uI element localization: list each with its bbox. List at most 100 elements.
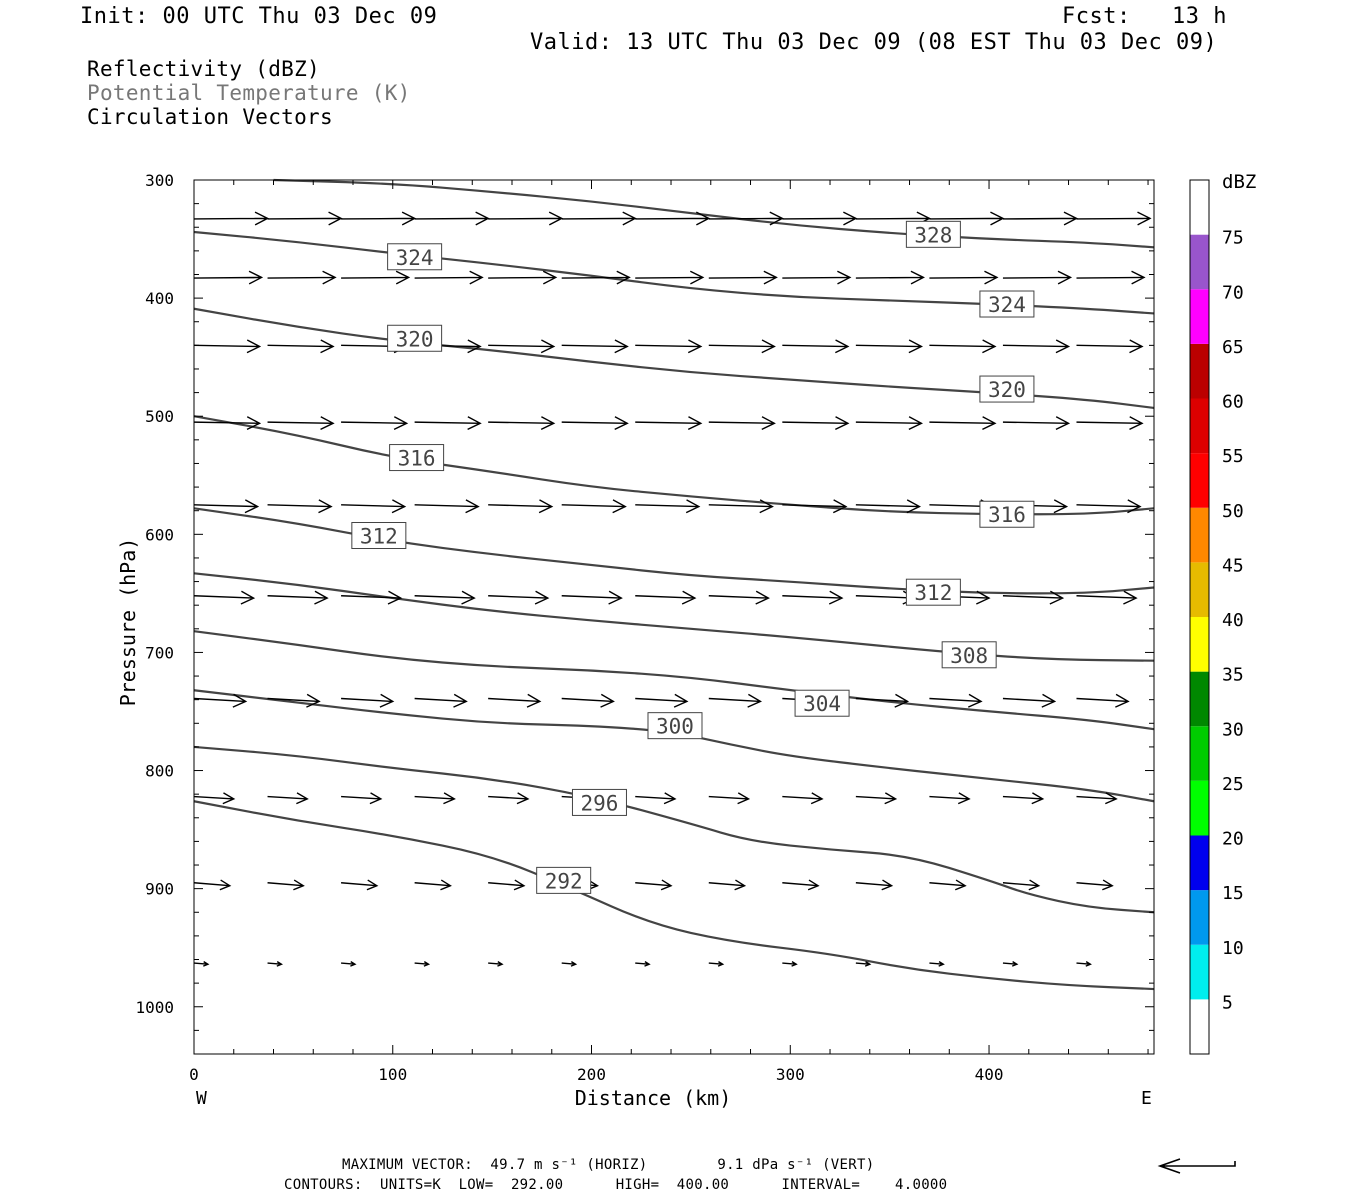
axes: 300 400 500 600 700 800 900 1000 0 100 200 300 400 W E… (116, 171, 1155, 1110)
vector-arrow (414, 270, 484, 285)
vector-arrow (561, 211, 637, 226)
vector-arrow (1076, 339, 1144, 354)
colorbar-label: dBZ (1222, 171, 1256, 193)
colorbar-tick-label: 40 (1222, 610, 1244, 631)
vector-arrow (1002, 416, 1071, 431)
colorbar-tick-label: 10 (1222, 938, 1244, 959)
vector-arrow (1076, 211, 1152, 226)
colorbar-bin-55-60 (1190, 398, 1209, 454)
colorbar-tick-label: 30 (1222, 719, 1244, 740)
vector-arrow (414, 499, 480, 514)
vector-arrow (708, 270, 778, 285)
colorbar-tick-label: 60 (1222, 392, 1244, 413)
vector-arrow (1002, 270, 1073, 285)
contour-label-box (979, 500, 1035, 528)
vector-arrow (1076, 416, 1144, 431)
vector-arrow (341, 693, 395, 708)
vector-arrow (193, 590, 256, 605)
isentrope-292 (193, 800, 1155, 991)
colorbar-bin-40-45 (1190, 562, 1209, 617)
vector-arrow (193, 879, 232, 891)
vector-arrow (1002, 879, 1041, 891)
x-end-label-west: W (196, 1088, 207, 1109)
vector-arrow (341, 211, 417, 226)
vector-arrow (193, 270, 264, 285)
vector-arrow (782, 792, 824, 805)
vector-arrow (635, 693, 689, 708)
vector-arrow (1076, 270, 1146, 285)
y-tick-label: 600 (145, 525, 174, 544)
contour-label-308: 308 (950, 644, 988, 668)
isentrope-316 (193, 415, 1155, 516)
plot-frame (193, 179, 1155, 1055)
colorbar-bin-35-40 (1190, 617, 1209, 672)
vector-arrow (929, 416, 997, 431)
isentrope-308 (193, 572, 1155, 662)
colorbar-tick-label: 35 (1222, 665, 1244, 686)
contour-label-324: 324 (988, 293, 1026, 317)
contour-label-box (389, 444, 445, 472)
vector-arrow (708, 499, 774, 514)
vector-arrow (488, 590, 550, 605)
vector-arrow (193, 416, 262, 431)
contour-label-box (571, 788, 627, 816)
vector-arrow (193, 693, 248, 708)
colorbar-tick-label: 65 (1222, 337, 1244, 358)
colorbar-bin-65-70 (1190, 289, 1209, 344)
vector-arrow (267, 416, 335, 431)
vector-arrow (1076, 693, 1130, 708)
contour-label-box (387, 324, 443, 352)
vector-arrow (1002, 211, 1079, 226)
contour-label-box (351, 522, 407, 550)
vector-arrow (341, 961, 357, 967)
colorbar-bin-60-65 (1190, 343, 1209, 399)
contour-label-box (647, 712, 703, 740)
vector-arrow (267, 339, 335, 354)
colorbar-bin-5-10 (1190, 944, 1209, 1000)
vector-arrow (561, 693, 615, 708)
colorbar-bin-20-25 (1190, 780, 1209, 836)
vector-arrow (341, 590, 403, 605)
valid-time: Valid: 13 UTC Thu 03 Dec 09 (08 EST Thu … (530, 30, 1218, 55)
vector-arrow (929, 693, 983, 708)
vector-arrow (782, 499, 848, 514)
y-tick-label: 1000 (135, 998, 174, 1017)
contour-label-box (794, 689, 850, 717)
vector-arrow (561, 270, 631, 285)
colorbar-tick-label: 15 (1222, 883, 1244, 904)
vector-arrow (635, 792, 677, 805)
vector-arrow (488, 961, 504, 967)
x-axis-label: Distance (km) (575, 1086, 732, 1110)
contours-note: CONTOURS: UNITS=K LOW= 292.00 HIGH= 400.… (284, 1177, 948, 1193)
vector-arrow (414, 792, 456, 805)
vector-arrow (855, 270, 925, 285)
vector-arrow (193, 961, 210, 967)
x-tick-label: 300 (776, 1065, 805, 1084)
vector-arrow (341, 270, 411, 285)
vector-arrow (488, 693, 542, 708)
vector-arrow (193, 211, 270, 226)
vector-arrow (855, 339, 923, 354)
vector-arrow (1076, 961, 1092, 967)
isentrope-312 (193, 507, 1155, 595)
colorbar-bin-10-15 (1190, 890, 1209, 945)
vector-arrow (782, 590, 844, 605)
vector-arrow (855, 499, 922, 514)
contour-label-304: 304 (803, 692, 841, 716)
vector-arrow (341, 499, 407, 514)
contour-label-296: 296 (580, 791, 618, 815)
vector-arrow (782, 961, 798, 967)
vector-arrow (782, 339, 850, 354)
vector-arrow (1076, 590, 1138, 605)
contour-label-320: 320 (396, 327, 434, 351)
vector-arrow (929, 792, 971, 805)
colorbar-bin-30-35 (1190, 671, 1209, 727)
colorbar-tick-label: 70 (1222, 282, 1244, 303)
vector-arrow (488, 879, 526, 891)
vector-arrow (414, 879, 452, 891)
isentrope-300 (193, 689, 1155, 803)
x-end-label-east: E (1141, 1088, 1152, 1109)
vector-arrow (782, 416, 850, 431)
contour-label-box (979, 290, 1035, 318)
contour-label-292: 292 (545, 869, 583, 893)
